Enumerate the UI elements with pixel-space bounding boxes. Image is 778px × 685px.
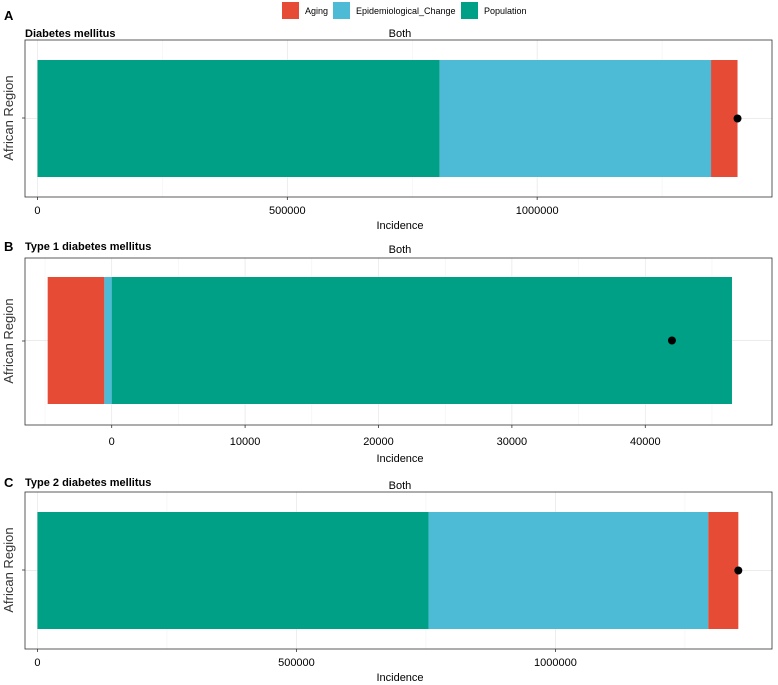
panel-subtitle-a: Both — [389, 28, 412, 40]
panel-a: A Diabetes mellitus Both 0 500000 1000000 … — [1, 8, 773, 232]
bar-segment-aging[interactable] — [711, 60, 738, 177]
x-axis-a: 0 500000 1000000 — [34, 197, 559, 217]
legend-item-epidemiological-change[interactable]: Epidemiological_Change — [333, 2, 456, 19]
panel-b: B Type 1 diabetes mellitus Both 0 10000 20… — [1, 239, 773, 465]
panel-letter-a: A — [4, 8, 14, 23]
x-tick-label-b: 10000 — [230, 436, 261, 448]
x-tick-label-b: 0 — [109, 436, 115, 448]
x-tick-label-b: 40000 — [630, 436, 661, 448]
legend-label-epidemiological-change: Epidemiological_Change — [356, 6, 456, 16]
x-tick-label-a: 500000 — [269, 205, 306, 217]
plot-frame-b — [24, 257, 773, 426]
bar-segment-epidemiological-change[interactable] — [439, 60, 712, 177]
legend-label-aging: Aging — [305, 6, 328, 16]
x-tick-label-b: 20000 — [363, 436, 394, 448]
y-axis-title-c: African Region — [1, 527, 16, 612]
legend-swatch-aging — [282, 2, 299, 19]
bar-segment-population[interactable] — [111, 277, 732, 404]
legend-swatch-population — [461, 2, 478, 19]
points-c — [734, 566, 743, 575]
legend: Aging Epidemiological_Change Population — [282, 2, 527, 19]
total-point[interactable] — [733, 114, 742, 123]
plot-frame-a — [24, 39, 773, 198]
bar-segment-epidemiological-change[interactable] — [428, 512, 709, 629]
panel-title-a: Diabetes mellitus — [25, 28, 115, 40]
panel-subtitle-b: Both — [389, 244, 412, 256]
x-axis-title-a: Incidence — [376, 220, 423, 232]
bars-c — [37, 512, 739, 629]
bars-a — [37, 60, 738, 177]
y-axis-title-a: African Region — [1, 75, 16, 160]
x-tick-label-b: 30000 — [497, 436, 528, 448]
x-tick-label-a: 1000000 — [516, 205, 559, 217]
legend-item-population[interactable]: Population — [461, 2, 527, 19]
legend-label-population: Population — [484, 6, 527, 16]
panel-c: C Type 2 diabetes mellitus Both 0 500000 1… — [1, 475, 773, 684]
panel-subtitle-c: Both — [389, 480, 412, 492]
panel-title-c: Type 2 diabetes mellitus — [25, 477, 151, 489]
panel-title-b: Type 1 diabetes mellitus — [25, 241, 151, 253]
x-axis-title-c: Incidence — [376, 672, 423, 684]
bar-segment-epidemiological-change[interactable] — [104, 277, 112, 404]
x-axis-title-b: Incidence — [376, 453, 423, 465]
x-tick-label-c: 0 — [34, 657, 40, 669]
bar-segment-aging[interactable] — [47, 277, 105, 404]
points-a — [733, 114, 742, 123]
legend-swatch-epidemiological-change — [333, 2, 350, 19]
x-axis-b: 0 10000 20000 30000 40000 — [109, 425, 661, 448]
panel-letter-b: B — [4, 239, 13, 254]
legend-item-aging[interactable]: Aging — [282, 2, 328, 19]
bar-segment-population[interactable] — [37, 60, 440, 177]
x-tick-label-c: 1000000 — [534, 657, 577, 669]
x-tick-label-c: 500000 — [278, 657, 315, 669]
y-axis-title-b: African Region — [1, 298, 16, 383]
points-b — [667, 336, 676, 345]
bar-segment-aging[interactable] — [708, 512, 739, 629]
panel-letter-c: C — [4, 475, 14, 490]
x-tick-label-a: 0 — [34, 205, 40, 217]
bar-segment-population[interactable] — [37, 512, 429, 629]
plot-frame-c — [24, 491, 773, 650]
bars-b — [47, 277, 732, 404]
total-point[interactable] — [734, 566, 743, 575]
x-axis-c: 0 500000 1000000 — [34, 649, 577, 669]
total-point[interactable] — [667, 336, 676, 345]
